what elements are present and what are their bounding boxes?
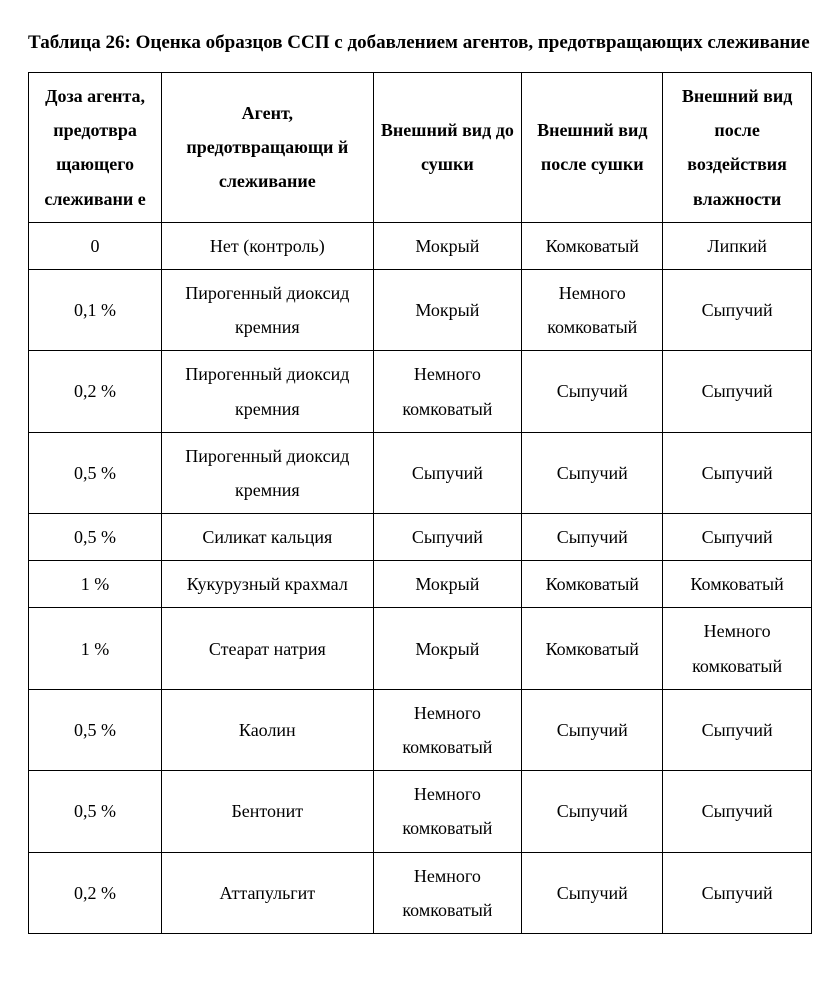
table-cell: Немного комковатый bbox=[522, 269, 663, 350]
table-cell: Сыпучий bbox=[663, 269, 812, 350]
table-cell: Немного комковатый bbox=[373, 351, 522, 432]
table-cell: Пирогенный диоксид кремния bbox=[162, 269, 373, 350]
table-cell: Комковатый bbox=[522, 561, 663, 608]
table-cell: Сыпучий bbox=[373, 432, 522, 513]
table-cell: 0,2 % bbox=[29, 351, 162, 432]
table-cell: Сыпучий bbox=[522, 514, 663, 561]
col-header: Внешний вид после воздействия влажности bbox=[663, 73, 812, 223]
table-row: 0,5 %Силикат кальцияСыпучийСыпучийСыпучи… bbox=[29, 514, 812, 561]
table-cell: Силикат кальция bbox=[162, 514, 373, 561]
table-cell: 0,5 % bbox=[29, 689, 162, 770]
table-row: 0Нет (контроль)МокрыйКомковатыйЛипкий bbox=[29, 222, 812, 269]
table-cell: 0,1 % bbox=[29, 269, 162, 350]
table-cell: Сыпучий bbox=[522, 689, 663, 770]
table-cell: Сыпучий bbox=[663, 852, 812, 933]
table-cell: Сыпучий bbox=[663, 771, 812, 852]
table-cell: Немного комковатый bbox=[663, 608, 812, 689]
col-header: Внешний вид после сушки bbox=[522, 73, 663, 223]
table-cell: Немного комковатый bbox=[373, 852, 522, 933]
table-cell: Стеарат натрия bbox=[162, 608, 373, 689]
table-cell: Мокрый bbox=[373, 269, 522, 350]
table-cell: Сыпучий bbox=[663, 514, 812, 561]
table-cell: 0,2 % bbox=[29, 852, 162, 933]
table-cell: 0,5 % bbox=[29, 514, 162, 561]
table-cell: Сыпучий bbox=[663, 351, 812, 432]
table-cell: 1 % bbox=[29, 561, 162, 608]
table-cell: Мокрый bbox=[373, 561, 522, 608]
table-cell: Пирогенный диоксид кремния bbox=[162, 432, 373, 513]
table-cell: Комковатый bbox=[522, 608, 663, 689]
table-cell: Аттапульгит bbox=[162, 852, 373, 933]
table-cell: 1 % bbox=[29, 608, 162, 689]
table-cell: Сыпучий bbox=[663, 689, 812, 770]
table-cell: Сыпучий bbox=[522, 351, 663, 432]
table-cell: Каолин bbox=[162, 689, 373, 770]
table-cell: Немного комковатый bbox=[373, 689, 522, 770]
table-cell: Нет (контроль) bbox=[162, 222, 373, 269]
table-row: 0,5 %КаолинНемного комковатыйСыпучийСыпу… bbox=[29, 689, 812, 770]
table-cell: Липкий bbox=[663, 222, 812, 269]
table-row: 1 %Кукурузный крахмалМокрыйКомковатыйКом… bbox=[29, 561, 812, 608]
table-row: 1 %Стеарат натрияМокрыйКомковатыйНемного… bbox=[29, 608, 812, 689]
col-header: Доза агента, предотвра щающего слеживани… bbox=[29, 73, 162, 223]
table-cell: Сыпучий bbox=[522, 852, 663, 933]
table-cell: Пирогенный диоксид кремния bbox=[162, 351, 373, 432]
table-cell: Кукурузный крахмал bbox=[162, 561, 373, 608]
table-row: 0,2 %Пирогенный диоксид кремнияНемного к… bbox=[29, 351, 812, 432]
table-cell: Мокрый bbox=[373, 222, 522, 269]
data-table: Доза агента, предотвра щающего слеживани… bbox=[28, 72, 812, 934]
table-row: 0,2 %АттапульгитНемного комковатыйСыпучи… bbox=[29, 852, 812, 933]
table-cell: Сыпучий bbox=[663, 432, 812, 513]
table-row: 0,5 %БентонитНемного комковатыйСыпучийСы… bbox=[29, 771, 812, 852]
col-header: Внешний вид до сушки bbox=[373, 73, 522, 223]
table-cell: Комковатый bbox=[522, 222, 663, 269]
table-cell: Бентонит bbox=[162, 771, 373, 852]
table-cell: 0,5 % bbox=[29, 771, 162, 852]
table-row: 0,1 %Пирогенный диоксид кремнияМокрыйНем… bbox=[29, 269, 812, 350]
table-cell: 0 bbox=[29, 222, 162, 269]
table-cell: Сыпучий bbox=[373, 514, 522, 561]
table-cell: 0,5 % bbox=[29, 432, 162, 513]
table-cell: Сыпучий bbox=[522, 771, 663, 852]
table-row: 0,5 %Пирогенный диоксид кремнияСыпучийСы… bbox=[29, 432, 812, 513]
table-cell: Комковатый bbox=[663, 561, 812, 608]
table-cell: Мокрый bbox=[373, 608, 522, 689]
table-title: Таблица 26: Оценка образцов ССП с добавл… bbox=[28, 24, 812, 62]
table-cell: Немного комковатый bbox=[373, 771, 522, 852]
table-header-row: Доза агента, предотвра щающего слеживани… bbox=[29, 73, 812, 223]
table-body: 0Нет (контроль)МокрыйКомковатыйЛипкий0,1… bbox=[29, 222, 812, 933]
col-header: Агент, предотвращающи й слеживание bbox=[162, 73, 373, 223]
table-cell: Сыпучий bbox=[522, 432, 663, 513]
